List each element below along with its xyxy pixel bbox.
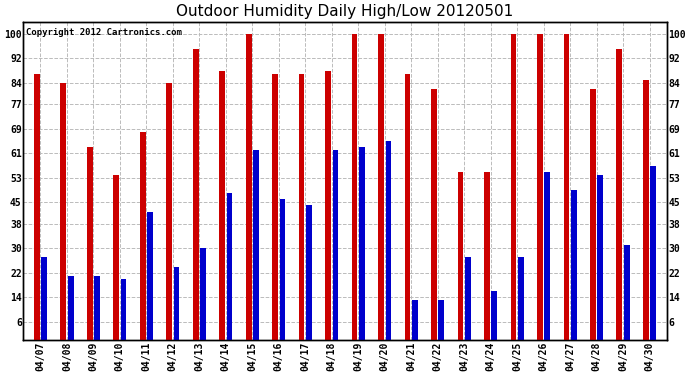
Bar (412, 300, 418, 340)
Bar (352, 34, 357, 340)
Bar (34, 74, 39, 340)
Bar (68, 276, 74, 340)
Bar (272, 74, 278, 340)
Bar (147, 211, 153, 340)
Bar (200, 248, 206, 340)
Bar (511, 34, 516, 340)
Bar (518, 257, 524, 340)
Bar (386, 141, 391, 340)
Text: Copyright 2012 Cartronics.com: Copyright 2012 Cartronics.com (26, 28, 182, 37)
Bar (598, 175, 603, 340)
Bar (121, 279, 126, 340)
Bar (60, 83, 66, 340)
Bar (624, 245, 630, 340)
Bar (457, 172, 464, 340)
Bar (465, 257, 471, 340)
Bar (193, 49, 199, 340)
Bar (439, 300, 444, 340)
Bar (404, 74, 411, 340)
Bar (139, 132, 146, 340)
Bar (590, 89, 596, 340)
Title: Outdoor Humidity Daily High/Low 20120501: Outdoor Humidity Daily High/Low 20120501 (177, 4, 513, 19)
Bar (484, 172, 490, 340)
Bar (219, 71, 225, 340)
Bar (299, 74, 304, 340)
Bar (306, 206, 312, 340)
Bar (87, 147, 92, 340)
Bar (571, 190, 577, 340)
Bar (333, 150, 338, 340)
Bar (564, 34, 569, 340)
Bar (643, 80, 649, 340)
Bar (253, 150, 259, 340)
Bar (359, 147, 365, 340)
Bar (94, 276, 100, 340)
Bar (378, 34, 384, 340)
Bar (491, 291, 497, 340)
Bar (651, 166, 656, 340)
Bar (246, 34, 251, 340)
Bar (166, 83, 172, 340)
Bar (325, 71, 331, 340)
Bar (41, 257, 47, 340)
Bar (113, 175, 119, 340)
Bar (616, 49, 622, 340)
Bar (279, 199, 286, 340)
Bar (226, 193, 233, 340)
Bar (431, 89, 437, 340)
Bar (544, 172, 551, 340)
Bar (537, 34, 543, 340)
Bar (174, 267, 179, 340)
